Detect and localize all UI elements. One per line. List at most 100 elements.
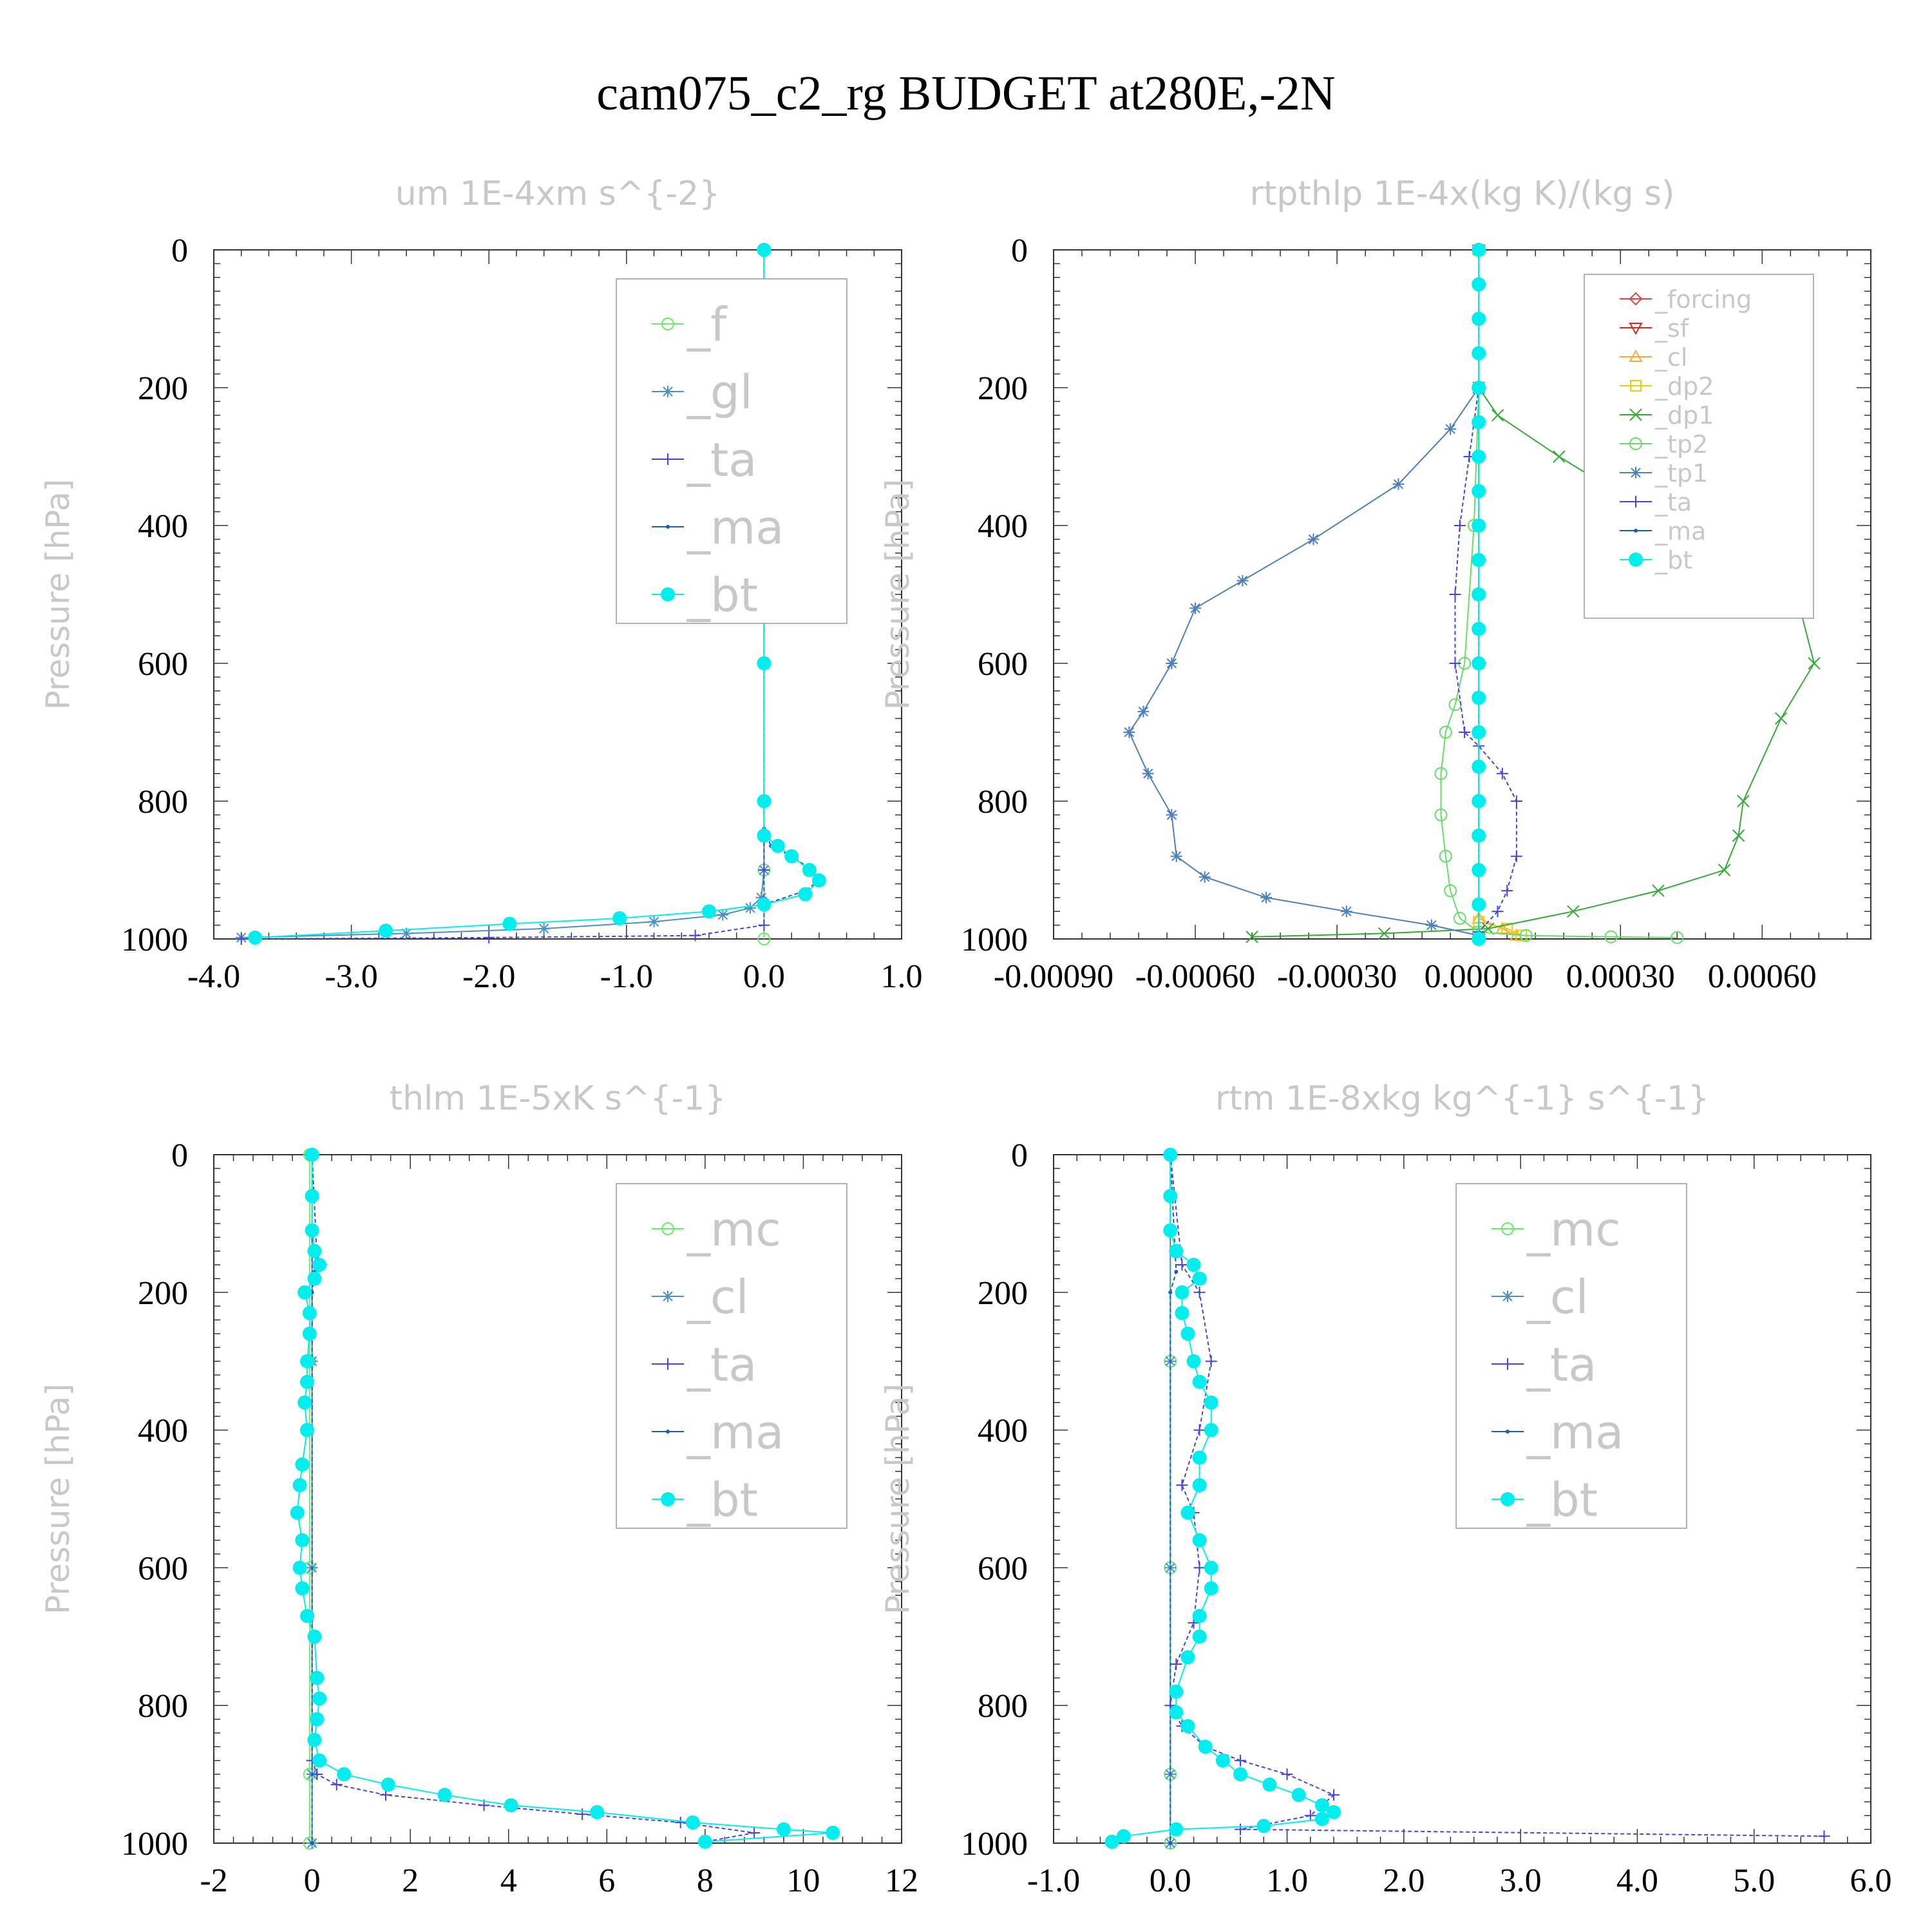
data-point <box>1472 553 1486 567</box>
legend-marker <box>1629 408 1642 421</box>
data-point <box>1166 809 1178 821</box>
legend-label: _ma <box>687 1405 784 1459</box>
legend-box <box>1455 1183 1687 1529</box>
legend-item: _ta <box>652 1338 757 1392</box>
legend-label: _forcing <box>1654 285 1752 314</box>
data-point <box>1496 768 1508 780</box>
legend-marker <box>1501 1222 1514 1235</box>
data-point <box>437 1788 452 1803</box>
y-tick-label: 0 <box>171 1137 188 1174</box>
data-point <box>299 1374 314 1389</box>
data-point <box>1718 864 1731 876</box>
data-point <box>292 1560 307 1575</box>
data-point <box>1163 1189 1178 1204</box>
data-point <box>1291 1788 1306 1803</box>
data-point <box>337 1767 352 1782</box>
legend-label: _ta <box>1654 488 1692 516</box>
data-point <box>312 1258 327 1273</box>
legend-label: _ma <box>1526 1405 1624 1459</box>
legend-marker <box>661 1492 675 1506</box>
data-point <box>502 916 517 931</box>
legend-marker <box>662 1358 674 1370</box>
data-point <box>1472 932 1486 946</box>
x-tick-label: 4 <box>500 1862 517 1899</box>
data-point <box>1169 1244 1184 1258</box>
data-point <box>1472 381 1486 395</box>
y-tick-label: 600 <box>138 1550 188 1587</box>
legend-item: _ma <box>1492 1405 1624 1459</box>
data-point <box>1472 690 1486 705</box>
data-point <box>697 1834 712 1849</box>
data-point <box>1163 1223 1178 1238</box>
legend-label: _cl <box>1654 343 1687 372</box>
legend-marker <box>662 1291 674 1302</box>
data-point <box>1307 533 1320 545</box>
data-point <box>1192 1478 1207 1493</box>
data-point <box>1444 423 1457 435</box>
legend-marker <box>1630 496 1642 507</box>
x-tick-label: 1.0 <box>881 958 923 995</box>
data-point <box>1180 1326 1195 1341</box>
data-point <box>757 794 772 808</box>
legend-label: _gl <box>687 365 753 419</box>
data-point <box>1281 1768 1293 1781</box>
data-point <box>1169 1822 1184 1837</box>
data-point <box>1233 1767 1248 1782</box>
x-tick-label: 12 <box>885 1862 918 1899</box>
x-tick-label: 1.0 <box>1266 1862 1308 1899</box>
data-point <box>504 1798 518 1813</box>
data-point <box>1198 1739 1213 1754</box>
data-point <box>1204 1560 1218 1575</box>
legend-marker <box>661 317 674 330</box>
data-point <box>1174 1269 1179 1274</box>
data-point <box>1671 931 1684 944</box>
data-point <box>1472 518 1486 533</box>
y-axis-label: Pressure [hPa] <box>39 1383 77 1615</box>
data-point <box>689 929 701 942</box>
x-tick-label: -3.0 <box>325 958 377 995</box>
data-point <box>1123 726 1135 738</box>
legend-label: _mc <box>687 1202 781 1256</box>
data-point <box>1180 1505 1195 1520</box>
data-point <box>1472 828 1486 843</box>
x-tick-label: 3.0 <box>1500 1862 1542 1899</box>
data-point <box>295 1581 310 1596</box>
data-point <box>1186 1258 1201 1273</box>
data-point <box>1137 705 1150 717</box>
data-point <box>1732 829 1745 842</box>
data-point <box>811 873 826 888</box>
series-bt <box>290 1148 840 1849</box>
legend-item: _bt <box>652 568 758 622</box>
data-point <box>1262 1777 1277 1792</box>
y-tick-label: 1000 <box>121 1826 188 1862</box>
x-tick-label: 0.0 <box>743 958 785 995</box>
data-point <box>1519 929 1533 942</box>
y-tick-label: 800 <box>978 784 1028 820</box>
legend-marker <box>661 1222 674 1235</box>
series-bt <box>1104 1148 1341 1849</box>
x-tick-label: 6 <box>598 1862 615 1899</box>
legend-item: _forcing <box>1620 285 1752 314</box>
data-point <box>1472 863 1486 877</box>
legend-label: _sf <box>1654 314 1690 343</box>
data-point <box>302 1305 317 1320</box>
panel-title: rtm 1E-8xkg kg^{-1} s^{-1} <box>1215 1079 1709 1118</box>
legend-item: _gl <box>652 365 753 419</box>
legend-item: _ta <box>1492 1338 1596 1392</box>
data-point <box>299 1423 314 1437</box>
data-point <box>1459 726 1471 738</box>
data-point <box>1392 478 1405 490</box>
data-point <box>1737 795 1750 808</box>
data-point <box>1236 574 1249 587</box>
data-point <box>1314 1798 1329 1813</box>
data-point <box>312 1691 327 1706</box>
data-point <box>290 1505 305 1520</box>
legend-label: _dp1 <box>1654 401 1714 430</box>
data-point <box>1472 759 1486 774</box>
x-tick-label: 0.00030 <box>1566 958 1675 995</box>
data-point <box>248 930 263 945</box>
legend-label: _mc <box>1526 1202 1621 1256</box>
data-point <box>379 923 393 938</box>
y-tick-label: 400 <box>978 508 1028 545</box>
